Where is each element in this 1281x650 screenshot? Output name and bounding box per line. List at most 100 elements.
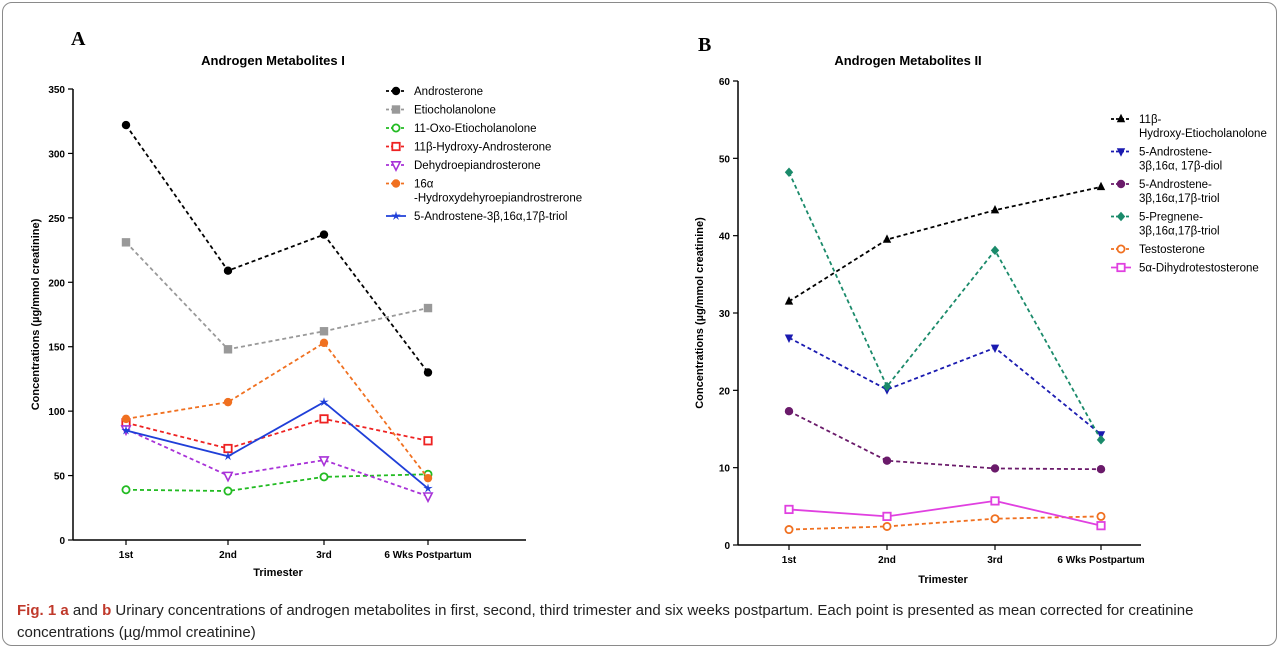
- axes: 0 10 20 30 40 50 60 1st 2nd 3rd 6 Wks Postpartum: [719, 77, 1145, 566]
- series-line: [125, 124, 429, 374]
- legend-label-line: Testosterone: [1139, 244, 1205, 256]
- data-point: [423, 368, 433, 377]
- data-point: [319, 230, 329, 239]
- x-axis-label: Trimester: [918, 574, 968, 586]
- legend-label: 5-Androstene-3β,16α,17β-triol: [1139, 179, 1220, 205]
- data-point: [882, 521, 892, 531]
- data-point: [223, 345, 233, 354]
- data-point: [223, 486, 233, 496]
- legend-item: 11-Oxo-Etiocholanolone: [386, 123, 537, 135]
- caption-conjunction: and: [68, 602, 103, 619]
- legend-label: Testosterone: [1139, 244, 1205, 256]
- legend-item: 5-Androstene- 3β,16α, 17β-diol: [1111, 147, 1222, 173]
- legend-swatch-marker: [391, 123, 401, 133]
- y-tick-label: 350: [48, 85, 65, 96]
- caption-lead: Fig. 1 a: [17, 602, 69, 619]
- legend-label: Androsterone: [414, 86, 483, 98]
- data-point: [319, 472, 329, 482]
- legend-swatch-marker: [390, 161, 402, 172]
- legend-label-line: Androsterone: [414, 86, 483, 98]
- panel-label: B: [698, 34, 711, 56]
- data-point: [422, 492, 434, 504]
- x-tick-label: 6 Wks Postpartum: [384, 550, 471, 561]
- data-point: [121, 485, 131, 495]
- y-tick-label: 10: [719, 464, 731, 475]
- y-tick-label: 100: [48, 407, 65, 418]
- x-tick-label: 2nd: [878, 555, 896, 566]
- series-line: [788, 171, 1102, 441]
- data-point: [882, 234, 892, 243]
- data-point: [882, 456, 892, 465]
- legend-label: 5α-Dihydrotestosterone: [1139, 263, 1259, 275]
- y-tick-label: 250: [48, 214, 65, 225]
- data-point: [319, 327, 329, 336]
- data-point: [223, 266, 233, 275]
- data-point: [1096, 435, 1106, 445]
- x-axis-label: Trimester: [253, 567, 303, 579]
- y-tick-label: 200: [48, 278, 65, 289]
- legend-label: 11-Oxo-Etiocholanolone: [414, 123, 537, 135]
- legend-swatch-marker: [1116, 244, 1126, 254]
- series-4: [121, 414, 433, 454]
- legend-label: 5-Androstene-3β,16α,17β-triol: [414, 211, 567, 223]
- legend-swatch-marker: [391, 141, 401, 152]
- legend-label-line: -Hydroxydehyroepiandrostrerone: [414, 193, 582, 205]
- data-point: [784, 504, 794, 515]
- chart-panel-b: B Androgen Metabolites II 0 10 20 30 40 50 60 1st…: [694, 34, 1267, 586]
- y-tick-label: 20: [719, 386, 731, 397]
- legend-swatch-marker: [1116, 148, 1126, 157]
- data-point: [1096, 521, 1106, 531]
- data-point: [990, 245, 1000, 256]
- x-tick-label: 1st: [782, 555, 797, 566]
- legend-label: 11β-Hydroxy-Androsterone: [414, 142, 551, 154]
- data-point: [121, 238, 131, 247]
- figure-caption: Fig. 1 a and b Urinary concentrations of…: [17, 600, 1267, 644]
- legend-label-line: 11-Oxo-Etiocholanolone: [414, 123, 537, 135]
- legend-label-line: Etiocholanolone: [414, 105, 496, 117]
- series-line: [788, 515, 1102, 531]
- series-line: [125, 241, 429, 351]
- legend-item: 5-Androstene-3β,16α,17β-triol: [386, 211, 567, 223]
- data-point: [990, 496, 1000, 506]
- data-point: [784, 525, 794, 535]
- data-point: [222, 471, 234, 483]
- legend-item: 11β-Hydroxy-Androsterone: [386, 142, 551, 154]
- data-point: [1096, 181, 1106, 191]
- series-1: [784, 181, 1106, 305]
- data-point: [223, 451, 233, 461]
- legend-label-line: 3β,16α, 17β-diol: [1139, 161, 1222, 173]
- series-4: [784, 167, 1106, 445]
- legend-swatch-marker: [1116, 211, 1126, 222]
- legend-item: 5α-Dihydrotestosterone: [1111, 263, 1259, 275]
- chart-panel-a: A Androgen Metabolites I 0 50 100 150 200 250 30…: [30, 28, 582, 579]
- legend-swatch-marker: [391, 211, 401, 221]
- legend-swatch-marker: [1116, 179, 1126, 189]
- legend-label: 16α -Hydroxydehyroepiandrostrerone: [414, 179, 582, 205]
- legend: 11β- Hydroxy-Etiocholanolone 5-Androstene-…: [1111, 113, 1267, 275]
- caption-text: Urinary concentrations of androgen metab…: [17, 602, 1194, 641]
- legend-label: Etiocholanolone: [414, 105, 496, 117]
- legend-swatch-marker: [391, 105, 401, 114]
- chart-title: Androgen Metabolites II: [834, 53, 981, 68]
- y-tick-label: 40: [719, 232, 731, 243]
- series-line: [125, 341, 429, 479]
- legend-swatch-marker: [391, 86, 401, 96]
- legend-swatch-marker: [1116, 113, 1126, 123]
- y-tick-label: 50: [54, 472, 66, 483]
- data-point: [990, 344, 1000, 353]
- legend-swatch-marker: [1116, 262, 1126, 273]
- y-tick-label: 30: [719, 309, 731, 320]
- legend-label-line: 5-Pregnene-: [1139, 212, 1203, 224]
- data-point: [318, 456, 330, 468]
- data-point: [423, 436, 433, 446]
- series-line: [788, 336, 1102, 436]
- legend-label: 11β- Hydroxy-Etiocholanolone: [1139, 114, 1267, 140]
- legend-label-line: 5-Androstene-3β,16α,17β-triol: [414, 211, 567, 223]
- series-6: [784, 496, 1106, 531]
- data-point: [990, 464, 1000, 473]
- x-tick-label: 2nd: [219, 550, 237, 561]
- y-tick-label: 50: [719, 154, 731, 165]
- x-tick-label: 3rd: [316, 550, 332, 561]
- legend-label-line: 11β-: [1139, 114, 1162, 126]
